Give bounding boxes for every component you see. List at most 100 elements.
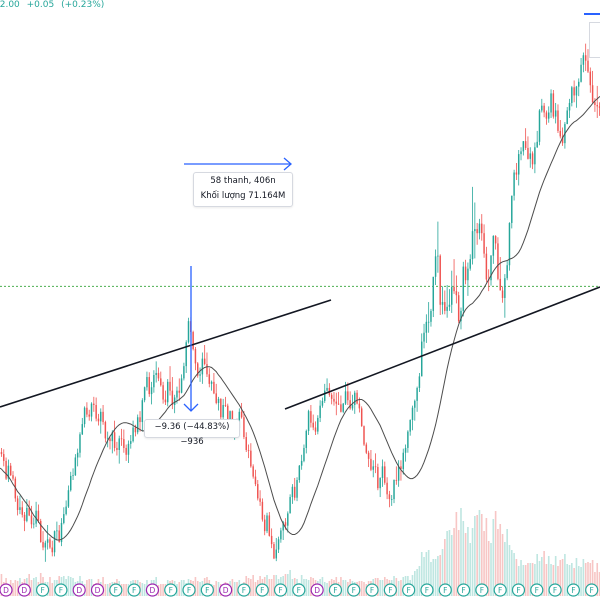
- candle[interactable]: [571, 85, 573, 107]
- candle[interactable]: [291, 484, 294, 504]
- candle[interactable]: [63, 507, 65, 525]
- candle[interactable]: [185, 340, 187, 373]
- candle[interactable]: [136, 414, 139, 435]
- candle[interactable]: [330, 392, 333, 405]
- candle[interactable]: [317, 415, 319, 435]
- candle[interactable]: [379, 477, 381, 498]
- event-marker[interactable]: F: [456, 583, 471, 597]
- candle[interactable]: [74, 454, 77, 476]
- candle[interactable]: [312, 414, 314, 431]
- candle[interactable]: [141, 398, 144, 432]
- candle[interactable]: [501, 286, 504, 303]
- candle[interactable]: [254, 469, 257, 487]
- event-marker[interactable]: F: [164, 583, 178, 597]
- candle[interactable]: [263, 514, 266, 536]
- candle[interactable]: [409, 419, 411, 436]
- candle[interactable]: [416, 386, 418, 412]
- candle[interactable]: [511, 195, 513, 229]
- candle[interactable]: [538, 109, 541, 146]
- candle[interactable]: [395, 466, 398, 485]
- candle[interactable]: [469, 254, 471, 271]
- candle[interactable]: [418, 372, 421, 393]
- candle[interactable]: [513, 169, 515, 201]
- candle[interactable]: [423, 323, 425, 349]
- candle[interactable]: [411, 405, 414, 431]
- candle[interactable]: [192, 330, 194, 351]
- candle[interactable]: [305, 429, 308, 454]
- candle[interactable]: [81, 417, 84, 435]
- candle[interactable]: [206, 352, 208, 378]
- candle[interactable]: [451, 270, 453, 313]
- event-marker[interactable]: F: [530, 583, 544, 597]
- candle[interactable]: [51, 540, 54, 557]
- candle[interactable]: [483, 224, 485, 258]
- candle[interactable]: [132, 420, 134, 443]
- event-marker[interactable]: F: [402, 583, 416, 597]
- candle[interactable]: [187, 317, 190, 344]
- candle[interactable]: [372, 460, 374, 478]
- candle[interactable]: [349, 391, 351, 410]
- candle[interactable]: [95, 397, 97, 422]
- candle[interactable]: [208, 368, 211, 388]
- candle[interactable]: [476, 222, 478, 245]
- candle[interactable]: [340, 395, 342, 413]
- candle[interactable]: [164, 390, 167, 405]
- event-marker[interactable]: D: [310, 583, 324, 597]
- candle[interactable]: [143, 386, 146, 403]
- candle[interactable]: [524, 128, 527, 150]
- candle[interactable]: [386, 477, 388, 500]
- candle[interactable]: [559, 120, 562, 139]
- candle[interactable]: [199, 367, 201, 382]
- event-marker[interactable]: F: [420, 583, 434, 597]
- candle[interactable]: [220, 398, 222, 422]
- candle[interactable]: [437, 221, 439, 273]
- candle[interactable]: [303, 444, 305, 463]
- candle[interactable]: [39, 518, 42, 543]
- candle[interactable]: [273, 542, 275, 560]
- candle[interactable]: [427, 302, 430, 333]
- candle[interactable]: [203, 345, 206, 366]
- candle[interactable]: [367, 450, 370, 468]
- candle[interactable]: [215, 383, 217, 405]
- candle[interactable]: [360, 406, 363, 427]
- candle[interactable]: [28, 500, 30, 517]
- candle[interactable]: [83, 406, 86, 428]
- event-marker[interactable]: F: [200, 583, 214, 597]
- candle[interactable]: [517, 150, 520, 186]
- event-marker[interactable]: F: [438, 583, 452, 597]
- candle[interactable]: [224, 396, 227, 408]
- candle[interactable]: [522, 141, 525, 156]
- event-marker[interactable]: F: [347, 583, 361, 597]
- candle[interactable]: [481, 214, 483, 241]
- candle[interactable]: [337, 392, 340, 405]
- candle[interactable]: [310, 405, 312, 428]
- candle[interactable]: [448, 289, 451, 311]
- candle[interactable]: [287, 511, 289, 533]
- candle[interactable]: [268, 512, 271, 537]
- candle[interactable]: [402, 448, 404, 475]
- event-marker[interactable]: D: [0, 583, 13, 597]
- candle[interactable]: [16, 495, 19, 516]
- candle[interactable]: [169, 366, 171, 396]
- candle[interactable]: [127, 440, 130, 463]
- candle[interactable]: [474, 202, 476, 259]
- candle[interactable]: [506, 261, 508, 281]
- candle[interactable]: [153, 370, 155, 393]
- candle[interactable]: [69, 471, 72, 492]
- candle[interactable]: [453, 259, 455, 294]
- candle[interactable]: [591, 70, 594, 103]
- candle[interactable]: [587, 49, 589, 73]
- candle[interactable]: [104, 420, 107, 443]
- candle[interactable]: [420, 333, 423, 377]
- candle[interactable]: [573, 80, 575, 103]
- candle[interactable]: [130, 435, 132, 449]
- candle[interactable]: [266, 512, 268, 534]
- candle[interactable]: [342, 402, 344, 414]
- candle[interactable]: [575, 85, 578, 108]
- candle[interactable]: [393, 479, 395, 504]
- candle[interactable]: [280, 527, 282, 543]
- event-marker[interactable]: F: [475, 583, 489, 597]
- candle[interactable]: [102, 405, 104, 425]
